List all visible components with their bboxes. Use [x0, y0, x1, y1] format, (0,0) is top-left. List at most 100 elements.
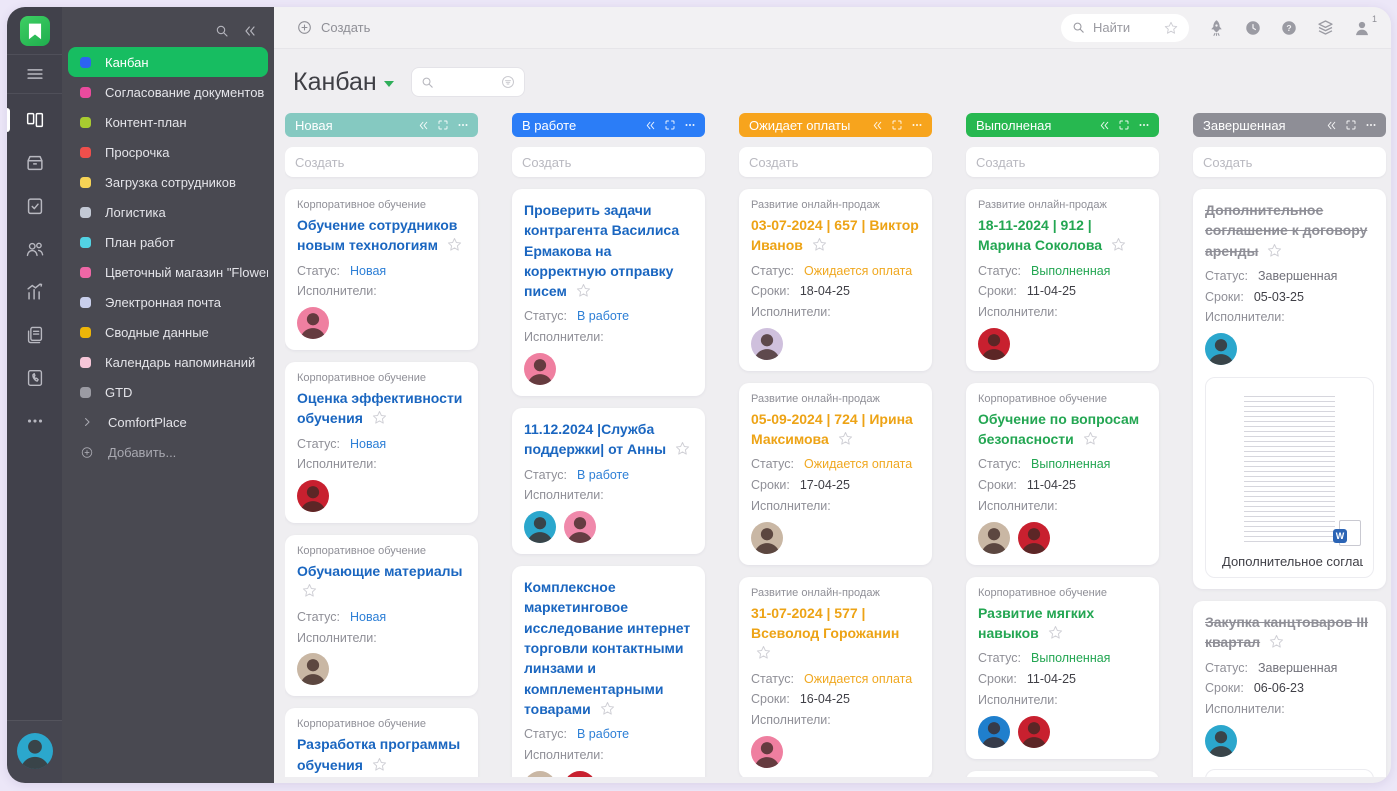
star-icon[interactable]: [301, 582, 318, 604]
collapse-column-icon[interactable]: [1098, 119, 1111, 132]
kanban-card[interactable]: Закупка канцтоваров III квартал Статус: …: [1193, 601, 1386, 777]
kanban-card[interactable]: Развитие онлайн-продаж 03-07-2024 | 657 …: [739, 189, 932, 371]
projects-icon[interactable]: [7, 145, 62, 181]
star-icon[interactable]: [1266, 242, 1283, 264]
card-title[interactable]: Развитие мягких навыков: [978, 603, 1147, 647]
sidebar-item[interactable]: Сводные данные: [68, 317, 268, 347]
column-menu-icon[interactable]: [1137, 118, 1151, 132]
sidebar-add-button[interactable]: Добавить...: [68, 437, 268, 467]
sidebar-item[interactable]: Согласование документов: [68, 77, 268, 107]
star-icon[interactable]: [446, 236, 463, 258]
expand-column-icon[interactable]: [1118, 119, 1130, 131]
collapse-column-icon[interactable]: [1325, 119, 1338, 132]
star-icon[interactable]: [1110, 236, 1127, 258]
card-title[interactable]: Оценка эффективности обучения: [297, 388, 466, 432]
documents-icon[interactable]: [7, 317, 62, 353]
menu-icon[interactable]: [7, 57, 62, 91]
history-icon[interactable]: [1244, 19, 1262, 37]
card-title[interactable]: Разработка программы обучения: [297, 734, 466, 777]
create-button[interactable]: Создать: [296, 19, 370, 36]
kanban-card[interactable]: Проверить задачи контрагента Василиса Ер…: [512, 189, 705, 396]
attachment-preview[interactable]: Дополнительное соглашение ...: [1205, 377, 1374, 579]
kanban-card[interactable]: Дополнительное соглашение к договору аре…: [1193, 189, 1386, 590]
column-create-input[interactable]: Создать: [285, 147, 478, 177]
team-icon[interactable]: [7, 231, 62, 267]
layers-icon[interactable]: [1316, 18, 1335, 37]
kanban-card[interactable]: Корпоративное обучение Оценка эффективно…: [285, 362, 478, 524]
board-search-input[interactable]: [410, 67, 525, 97]
kanban-card[interactable]: Корпоративное обучение Развитие мягких н…: [966, 576, 1159, 759]
column-menu-icon[interactable]: [1364, 118, 1378, 132]
sidebar-item[interactable]: Электронная почта: [68, 287, 268, 317]
star-icon[interactable]: [599, 700, 616, 722]
collapse-column-icon[interactable]: [644, 119, 657, 132]
kanban-card[interactable]: Корпоративное обучение Обучение по вопро…: [966, 382, 1159, 565]
collapse-icon[interactable]: [242, 23, 258, 39]
column-header[interactable]: Выполненая: [966, 113, 1159, 137]
reports-icon[interactable]: [7, 274, 62, 310]
column-menu-icon[interactable]: [683, 118, 697, 132]
star-icon[interactable]: [1082, 430, 1099, 452]
card-title[interactable]: 03-07-2024 | 657 | Виктор Иванов: [751, 215, 920, 259]
column-create-input[interactable]: Создать: [1193, 147, 1386, 177]
column-menu-icon[interactable]: [456, 118, 470, 132]
sidebar-item[interactable]: Канбан: [68, 47, 268, 77]
column-header[interactable]: Завершенная: [1193, 113, 1386, 137]
kanban-icon[interactable]: [7, 102, 62, 138]
card-title[interactable]: Закупка канцтоваров III квартал: [1205, 612, 1374, 656]
tasks-icon[interactable]: [7, 188, 62, 224]
kanban-card[interactable]: Развитие онлайн-продаж 31-07-2024 | 577 …: [739, 576, 932, 777]
sidebar-item[interactable]: Цветочный магазин "Flower...: [68, 257, 268, 287]
star-icon[interactable]: [1268, 633, 1285, 655]
collapse-column-icon[interactable]: [417, 119, 430, 132]
kanban-card[interactable]: Корпоративное обучение Обучающие материа…: [285, 535, 478, 697]
kanban-card[interactable]: Еженедельный отчет Статус: Выполненная С…: [966, 770, 1159, 777]
expand-column-icon[interactable]: [437, 119, 449, 131]
star-icon[interactable]: [371, 756, 388, 777]
star-icon[interactable]: [1163, 20, 1179, 36]
card-title[interactable]: Дополнительное соглашение к договору аре…: [1205, 200, 1374, 264]
column-create-input[interactable]: Создать: [966, 147, 1159, 177]
star-icon[interactable]: [837, 430, 854, 452]
star-icon[interactable]: [755, 644, 772, 666]
expand-column-icon[interactable]: [891, 119, 903, 131]
kanban-card[interactable]: Корпоративное обучение Разработка програ…: [285, 708, 478, 777]
sidebar-item[interactable]: Контент-план: [68, 107, 268, 137]
kanban-card[interactable]: Развитие онлайн-продаж 18-11-2024 | 912 …: [966, 189, 1159, 371]
star-icon[interactable]: [674, 440, 691, 462]
profile-icon[interactable]: 1: [1353, 14, 1377, 37]
column-create-input[interactable]: Создать: [512, 147, 705, 177]
card-title[interactable]: Обучающие материалы: [297, 561, 466, 605]
contacts-icon[interactable]: [7, 360, 62, 396]
expand-column-icon[interactable]: [664, 119, 676, 131]
column-menu-icon[interactable]: [910, 118, 924, 132]
sidebar-item[interactable]: GTD: [68, 377, 268, 407]
column-header[interactable]: В работе: [512, 113, 705, 137]
card-title[interactable]: 05-09-2024 | 724 | Ирина Максимова: [751, 409, 920, 453]
card-title[interactable]: Проверить задачи контрагента Василиса Ер…: [524, 200, 693, 304]
chevron-down-icon[interactable]: [383, 81, 394, 87]
card-title[interactable]: Комплексное маркетинговое исследование и…: [524, 577, 693, 722]
sidebar-item[interactable]: Загрузка сотрудников: [68, 167, 268, 197]
star-icon[interactable]: [371, 409, 388, 431]
page-title[interactable]: Канбан: [293, 68, 394, 97]
column-create-input[interactable]: Создать: [739, 147, 932, 177]
kanban-card[interactable]: Развитие онлайн-продаж 05-09-2024 | 724 …: [739, 382, 932, 565]
sidebar-item[interactable]: Логистика: [68, 197, 268, 227]
rocket-icon[interactable]: [1207, 18, 1226, 37]
column-header[interactable]: Ожидает оплаты: [739, 113, 932, 137]
card-title[interactable]: Обучение по вопросам безопасности: [978, 409, 1147, 453]
app-logo[interactable]: [19, 16, 50, 46]
star-icon[interactable]: [1047, 624, 1064, 646]
search-icon[interactable]: [214, 23, 230, 39]
attachment-preview[interactable]: Список канцтоваров НаименованиеЦена, руб…: [1205, 768, 1374, 777]
star-icon[interactable]: [575, 282, 592, 304]
star-icon[interactable]: [811, 236, 828, 258]
kanban-card[interactable]: Корпоративное обучение Обучение сотрудни…: [285, 189, 478, 351]
card-title[interactable]: 11.12.2024 |Служба поддержки| от Анны: [524, 419, 693, 463]
card-title[interactable]: 31-07-2024 | 577 | Всеволод Горожанин: [751, 603, 920, 667]
sidebar-item[interactable]: Календарь напоминаний: [68, 347, 268, 377]
user-avatar[interactable]: [16, 733, 53, 769]
column-header[interactable]: Новая: [285, 113, 478, 137]
collapse-column-icon[interactable]: [871, 119, 884, 132]
